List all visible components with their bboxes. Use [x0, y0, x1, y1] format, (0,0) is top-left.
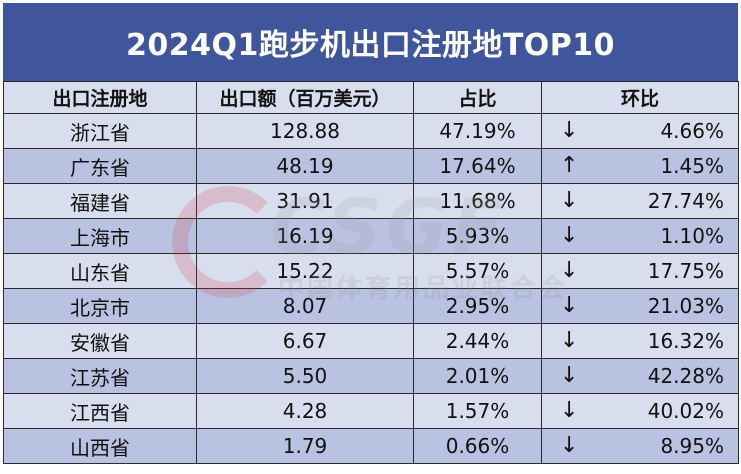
share-cell: 2.95%	[413, 288, 542, 324]
wow-value: 21.03%	[647, 294, 724, 318]
share-cell: 11.68%	[413, 183, 542, 219]
share-cell: 5.57%	[413, 253, 542, 289]
region-cell: 福建省	[3, 183, 197, 219]
amount-cell: 31.91	[196, 183, 414, 219]
table-row: 安徽省 6.67 2.44% ↓ 16.32%	[3, 323, 739, 359]
export-table: 出口注册地 出口额（百万美元） 占比 环比 浙江省 128.88 47.19% …	[3, 81, 739, 464]
region-cell: 江西省	[3, 393, 197, 429]
arrow-down-icon: ↓	[560, 258, 579, 283]
arrow-down-icon: ↓	[560, 328, 579, 353]
arrow-up-icon: ↑	[560, 153, 579, 178]
wow-cell: ↓ 40.02%	[541, 393, 739, 429]
table-row: 福建省 31.91 11.68% ↓ 27.74%	[3, 183, 739, 219]
amount-cell: 16.19	[196, 218, 414, 254]
share-cell: 17.64%	[413, 148, 542, 184]
arrow-down-icon: ↓	[560, 363, 579, 388]
table-row: 山西省 1.79 0.66% ↓ 8.95%	[3, 428, 739, 464]
share-cell: 47.19%	[413, 113, 542, 149]
region-cell: 山西省	[3, 428, 197, 464]
wow-value: 8.95%	[660, 434, 724, 458]
header-row: 出口注册地 出口额（百万美元） 占比 环比	[3, 81, 739, 114]
region-cell: 山东省	[3, 253, 197, 289]
arrow-down-icon: ↓	[560, 398, 579, 423]
region-cell: 北京市	[3, 288, 197, 324]
wow-cell: ↓ 4.66%	[541, 113, 739, 149]
amount-cell: 6.67	[196, 323, 414, 359]
table-row: 浙江省 128.88 47.19% ↓ 4.66%	[3, 113, 739, 149]
header-wow: 环比	[541, 81, 739, 114]
wow-value: 40.02%	[647, 399, 724, 423]
table-row: 山东省 15.22 5.57% ↓ 17.75%	[3, 253, 739, 289]
share-cell: 5.93%	[413, 218, 542, 254]
table-title: 2024Q1跑步机出口注册地TOP10	[3, 3, 738, 82]
table-row: 广东省 48.19 17.64% ↑ 1.45%	[3, 148, 739, 184]
header-share: 占比	[413, 81, 542, 114]
wow-value: 16.32%	[647, 329, 724, 353]
amount-cell: 8.07	[196, 288, 414, 324]
arrow-down-icon: ↓	[560, 293, 579, 318]
arrow-down-icon: ↓	[560, 118, 579, 143]
arrow-down-icon: ↓	[560, 433, 579, 458]
amount-cell: 15.22	[196, 253, 414, 289]
arrow-down-icon: ↓	[560, 188, 579, 213]
wow-cell: ↓ 27.74%	[541, 183, 739, 219]
header-amount: 出口额（百万美元）	[196, 81, 414, 114]
wow-cell: ↓ 21.03%	[541, 288, 739, 324]
table-row: 江苏省 5.50 2.01% ↓ 42.28%	[3, 358, 739, 394]
table-row: 北京市 8.07 2.95% ↓ 21.03%	[3, 288, 739, 324]
amount-cell: 5.50	[196, 358, 414, 394]
wow-cell: ↓ 8.95%	[541, 428, 739, 464]
header-region: 出口注册地	[3, 81, 197, 114]
wow-cell: ↓ 1.10%	[541, 218, 739, 254]
region-cell: 上海市	[3, 218, 197, 254]
wow-cell: ↓ 17.75%	[541, 253, 739, 289]
arrow-down-icon: ↓	[560, 223, 579, 248]
share-cell: 0.66%	[413, 428, 542, 464]
table-row: 上海市 16.19 5.93% ↓ 1.10%	[3, 218, 739, 254]
amount-cell: 128.88	[196, 113, 414, 149]
share-cell: 2.44%	[413, 323, 542, 359]
share-cell: 1.57%	[413, 393, 542, 429]
share-cell: 2.01%	[413, 358, 542, 394]
wow-value: 17.75%	[647, 259, 724, 283]
region-cell: 江苏省	[3, 358, 197, 394]
amount-cell: 4.28	[196, 393, 414, 429]
region-cell: 安徽省	[3, 323, 197, 359]
wow-value: 4.66%	[660, 119, 724, 143]
amount-cell: 1.79	[196, 428, 414, 464]
amount-cell: 48.19	[196, 148, 414, 184]
wow-value: 42.28%	[647, 364, 724, 388]
wow-cell: ↓ 16.32%	[541, 323, 739, 359]
wow-cell: ↓ 42.28%	[541, 358, 739, 394]
region-cell: 浙江省	[3, 113, 197, 149]
wow-value: 27.74%	[647, 189, 724, 213]
wow-cell: ↑ 1.45%	[541, 148, 739, 184]
table-row: 江西省 4.28 1.57% ↓ 40.02%	[3, 393, 739, 429]
region-cell: 广东省	[3, 148, 197, 184]
wow-value: 1.45%	[660, 154, 724, 178]
wow-value: 1.10%	[660, 224, 724, 248]
